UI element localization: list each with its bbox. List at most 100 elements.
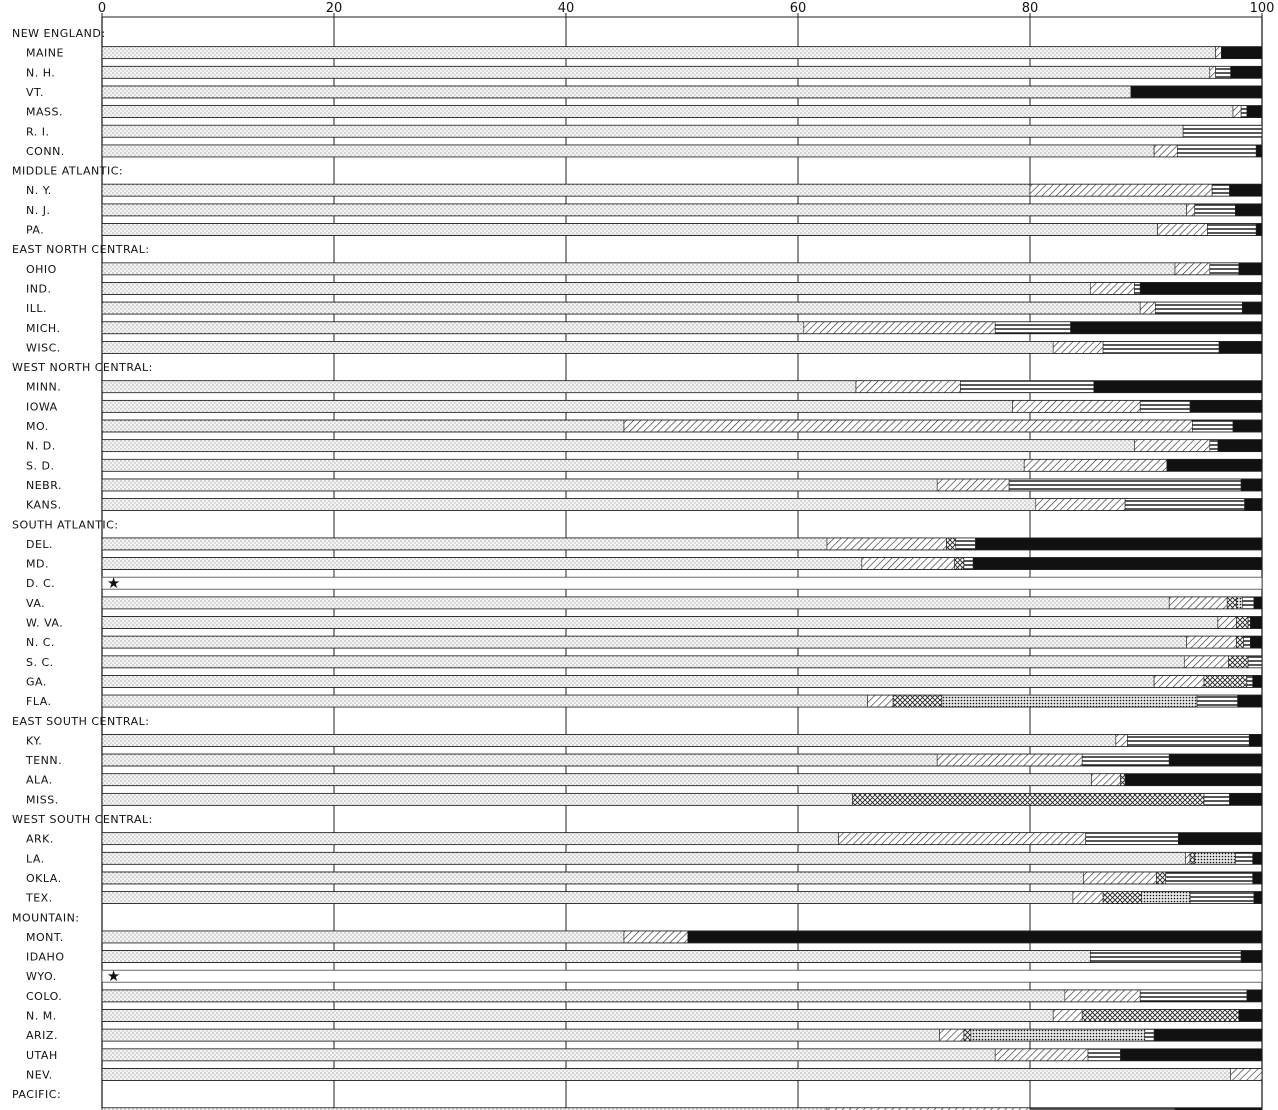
bar-segment-ga-solid <box>1252 675 1263 688</box>
bar-segment-n-m-solid <box>1238 1009 1263 1022</box>
bar-segment-n-d-diagonal <box>1134 439 1211 452</box>
bar-segment-va-diagonal <box>1168 596 1228 610</box>
bar-segment-idaho-stripes <box>1090 950 1242 963</box>
state-label-ala: ALA. <box>26 774 53 787</box>
bar-segment-ga-crosshatch <box>1203 675 1248 688</box>
bar-outline-w-va <box>101 616 1263 629</box>
bar-segment-del-stripes <box>955 537 976 551</box>
bar-segment-tenn-stripes <box>1081 753 1170 767</box>
bar-segment-tex-solid <box>1253 891 1263 904</box>
bar-row-tenn: TENN. <box>25 753 1263 767</box>
bar-outline-miss <box>101 792 1263 806</box>
bar-segment-ind-solid <box>1139 282 1263 295</box>
bar-row-minn: MINN. <box>26 380 1263 394</box>
state-label-la: LA. <box>26 852 45 865</box>
state-label-kans: KANS. <box>26 499 62 512</box>
bar-segment-w-va-stripes <box>1247 616 1251 629</box>
bar-segment-la-dots <box>101 851 1186 865</box>
bar-segment-n-c-dots <box>101 635 1187 649</box>
state-label-n-c: N. C. <box>26 636 55 649</box>
bar-segment-n-c-stripes <box>1243 635 1251 649</box>
bar-segment-mo-solid <box>1232 419 1263 433</box>
bar-segment-ky-diagonal <box>1115 734 1128 747</box>
bar-segment-nebr-diagonal <box>936 478 1010 492</box>
state-label-nebr: NEBR. <box>26 479 62 492</box>
state-label-mich: MICH. <box>26 322 61 335</box>
bar-row-tex: TEX. <box>25 891 1263 905</box>
bar-segment-wisc-diagonal <box>1052 341 1104 354</box>
bar-row-ala: ALA. <box>26 773 1263 787</box>
bar-segment-wisc-stripes <box>1102 341 1220 354</box>
state-label-ark: ARK. <box>26 833 54 846</box>
region-label-west-north-central: WEST NORTH CENTRAL: <box>12 361 153 374</box>
bar-segment-conn-solid <box>1255 144 1263 158</box>
bar-segment-md-crosshatch <box>954 557 965 570</box>
bar-segment-md-dots <box>101 557 863 570</box>
state-label-n-m: N. M. <box>26 1010 57 1023</box>
bar-segment-ga-diagonal <box>1153 675 1205 688</box>
bar-outline-tex <box>101 891 1263 904</box>
bar-segment-w-va-dots <box>101 616 1219 629</box>
bar-segment-utah-solid <box>1120 1048 1263 1062</box>
bar-segment-nebr-solid <box>1240 478 1263 492</box>
bar-segment-mich-dots <box>101 321 805 335</box>
bar-segment-minn-stripes <box>960 380 1095 394</box>
state-label-ariz: ARIZ. <box>26 1029 58 1042</box>
x-tick-label-20: 20 <box>326 1 343 16</box>
state-label-n-y: N. Y. <box>26 184 52 197</box>
bar-segment-mass-diagonal <box>1232 105 1242 118</box>
bar-outline-n-h <box>101 65 1263 79</box>
bar-segment-n-h-diagonal <box>1209 66 1216 79</box>
bar-row-del: DEL. <box>26 537 1263 551</box>
bar-outline-ind <box>101 282 1263 295</box>
bar-segment-la-dense-dots <box>1194 851 1236 865</box>
bar-segment-r-i-dots <box>101 124 1184 138</box>
bar-segment-ariz-dots <box>101 1028 940 1042</box>
bar-outline-ohio <box>101 262 1263 276</box>
bar-segment-n-j-solid <box>1235 203 1263 217</box>
state-label-s-d: S. D. <box>26 459 54 472</box>
bar-row-wash: WASH. <box>26 1107 1263 1110</box>
bar-outline-mont <box>101 930 1263 944</box>
bar-segment-w-va-diagonal <box>1217 616 1237 629</box>
bar-segment-mont-diagonal <box>623 930 689 944</box>
bar-segment-miss-dots <box>101 793 853 806</box>
bar-segment-minn-dots <box>101 380 857 394</box>
bar-row-ark: ARK. <box>26 832 1263 846</box>
bar-segment-okla-diagonal <box>1083 871 1157 885</box>
bar-segment-tex-stripes <box>1189 891 1255 904</box>
bar-segment-n-m-diagonal <box>1052 1009 1083 1022</box>
bar-segment-s-c-crosshatch <box>1228 655 1249 669</box>
bar-segment-ky-solid <box>1248 734 1263 747</box>
bar-segment-tex-dense-dots <box>1141 891 1191 904</box>
state-label-md: MD. <box>26 558 49 571</box>
bar-outline-nebr <box>101 478 1263 492</box>
bar-segment-tex-crosshatch <box>1102 891 1142 904</box>
bar-row-ga: GA. <box>26 675 1263 688</box>
bar-outline-s-c <box>101 655 1263 669</box>
bar-row-vt: VT. <box>26 85 1263 99</box>
state-label-nev: NEV. <box>26 1068 53 1081</box>
bar-segment-va-stripes <box>1241 596 1255 610</box>
state-label-conn: CONN. <box>26 145 65 158</box>
bar-row-mont: MONT. <box>26 930 1263 944</box>
bar-row-idaho: IDAHO <box>26 950 1263 964</box>
state-label-va: VA. <box>26 597 45 610</box>
state-label-idaho: IDAHO <box>26 951 64 964</box>
state-label-s-c: S. C. <box>26 656 54 669</box>
bar-segment-minn-diagonal <box>855 380 961 394</box>
bar-row-s-d: S. D. <box>26 458 1263 472</box>
bar-outline-minn <box>101 380 1263 394</box>
bar-row-conn: CONN. <box>26 144 1263 158</box>
bar-row-la: LA. <box>26 851 1263 865</box>
state-label-utah: UTAH <box>26 1049 58 1062</box>
region-label-mountain: MOUNTAIN: <box>12 911 80 924</box>
x-tick-label-60: 60 <box>790 1 807 16</box>
star-marker-d-c: ★ <box>107 574 120 592</box>
bar-row-ariz: ARIZ. <box>26 1028 1263 1042</box>
bar-row-wisc: WISC. <box>26 340 1263 354</box>
bar-segment-n-c-solid <box>1250 635 1263 649</box>
bar-outline-mich <box>101 321 1263 335</box>
bar-segment-maine-diagonal <box>1215 46 1222 59</box>
bar-segment-nev-diagonal <box>1230 1068 1263 1081</box>
